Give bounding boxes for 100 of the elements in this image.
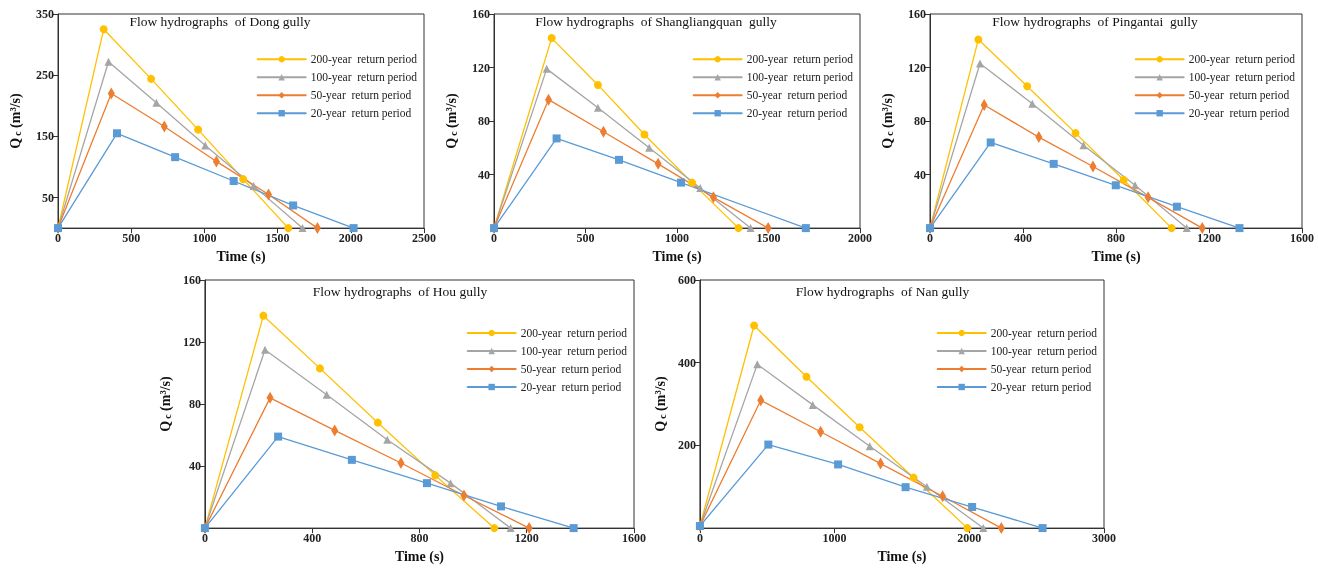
x-axis-title: Time (s) xyxy=(394,548,445,565)
point xyxy=(1111,181,1120,190)
legend-label: 200-year return period xyxy=(520,327,628,340)
x-tick-label: 1000 xyxy=(192,231,217,246)
point xyxy=(1071,129,1080,138)
point xyxy=(1079,141,1088,150)
point xyxy=(171,153,180,162)
point xyxy=(645,143,654,152)
y-tick-label: 160 xyxy=(182,273,201,287)
x-tick-label: 0 xyxy=(696,531,703,546)
legend-label: 100-year return period xyxy=(990,345,1098,358)
legend-label: 100-year return period xyxy=(746,71,854,85)
point xyxy=(750,321,759,330)
x-tick-label: 2000 xyxy=(848,231,872,246)
point xyxy=(834,460,843,469)
x-axis-title: Time (s) xyxy=(216,248,266,265)
legend-label: 200-year return period xyxy=(746,53,854,67)
point xyxy=(688,178,697,187)
point xyxy=(801,224,810,233)
legend-label: 100-year return period xyxy=(520,345,628,358)
y-tick-label: 350 xyxy=(36,7,54,21)
x-tick-label: 500 xyxy=(122,231,141,246)
point xyxy=(677,178,686,187)
legend-label: 20-year return period xyxy=(1188,107,1290,121)
point xyxy=(229,177,238,185)
point xyxy=(104,57,113,66)
x-axis-title: Time (s) xyxy=(877,548,927,565)
point xyxy=(152,98,161,107)
point xyxy=(808,400,817,409)
point xyxy=(373,418,382,427)
point xyxy=(446,479,455,488)
point xyxy=(922,482,931,491)
point xyxy=(259,311,268,320)
x-tick-label: 400 xyxy=(303,531,322,546)
chart-title: Flow hydrographs of Nan gully xyxy=(795,283,970,299)
point xyxy=(734,224,743,233)
x-tick-label: 1600 xyxy=(1290,231,1314,246)
legend-label: 200-year return period xyxy=(990,327,1098,340)
point xyxy=(552,134,561,143)
x-tick-label: 1500 xyxy=(265,231,290,246)
point xyxy=(975,59,984,68)
y-tick-label: 40 xyxy=(478,167,490,182)
point xyxy=(239,175,248,184)
point xyxy=(909,473,918,482)
point xyxy=(1049,159,1058,168)
y-tick-label: 120 xyxy=(472,60,490,75)
legend-label: 20-year return period xyxy=(990,381,1092,394)
point xyxy=(496,502,505,511)
point xyxy=(274,432,283,441)
point xyxy=(147,74,156,83)
point xyxy=(979,524,988,533)
x-axis-title: Time (s) xyxy=(652,248,702,265)
x-tick-label: 400 xyxy=(1014,231,1032,246)
legend-label: 20-year return period xyxy=(310,107,412,121)
y-axis-title: Qc (m³/s) xyxy=(879,93,896,149)
x-tick-label: 2000 xyxy=(338,231,363,246)
x-tick-label: 1000 xyxy=(665,231,689,246)
y-axis-title: Qc (m³/s) xyxy=(443,93,460,149)
y-axis-title: Qc (m³/s) xyxy=(7,93,24,149)
y-tick-label: 120 xyxy=(908,60,926,75)
legend-label: 50-year return period xyxy=(520,363,622,376)
y-tick-label: 160 xyxy=(908,7,926,21)
point xyxy=(431,471,440,480)
y-tick-label: 50 xyxy=(42,190,54,205)
chart-title: Flow hydrographs of Hou gully xyxy=(312,283,488,299)
point xyxy=(614,155,623,164)
x-tick-label: 3000 xyxy=(1092,531,1116,546)
point xyxy=(696,183,705,192)
y-tick-label: 40 xyxy=(914,167,926,182)
point xyxy=(746,224,755,233)
point xyxy=(974,35,983,44)
x-tick-label: 1000 xyxy=(822,531,847,546)
point xyxy=(99,25,108,34)
x-tick-label: 800 xyxy=(1107,231,1125,246)
point xyxy=(289,201,298,210)
point xyxy=(1182,224,1191,233)
point xyxy=(260,345,269,354)
legend-label: 50-year return period xyxy=(1188,89,1290,103)
legend-label: 50-year return period xyxy=(990,363,1092,376)
point xyxy=(1235,224,1244,233)
y-tick-label: 250 xyxy=(36,68,54,83)
x-tick-label: 1600 xyxy=(622,531,646,546)
point xyxy=(1167,224,1176,233)
point xyxy=(422,479,431,488)
point xyxy=(1023,82,1032,91)
point xyxy=(249,181,258,190)
point xyxy=(349,224,358,233)
y-tick-label: 150 xyxy=(36,129,54,144)
point xyxy=(1028,99,1037,108)
y-tick-label: 400 xyxy=(677,355,696,370)
point xyxy=(1131,181,1140,190)
point xyxy=(542,64,551,73)
chart-title: Flow hydrographs of Pingantai gully xyxy=(992,13,1198,29)
legend-label: 50-year return period xyxy=(746,89,848,103)
point xyxy=(593,103,602,112)
point xyxy=(569,524,578,533)
y-tick-label: 80 xyxy=(914,114,926,129)
point xyxy=(764,440,773,449)
point xyxy=(986,138,995,147)
point xyxy=(855,423,864,432)
